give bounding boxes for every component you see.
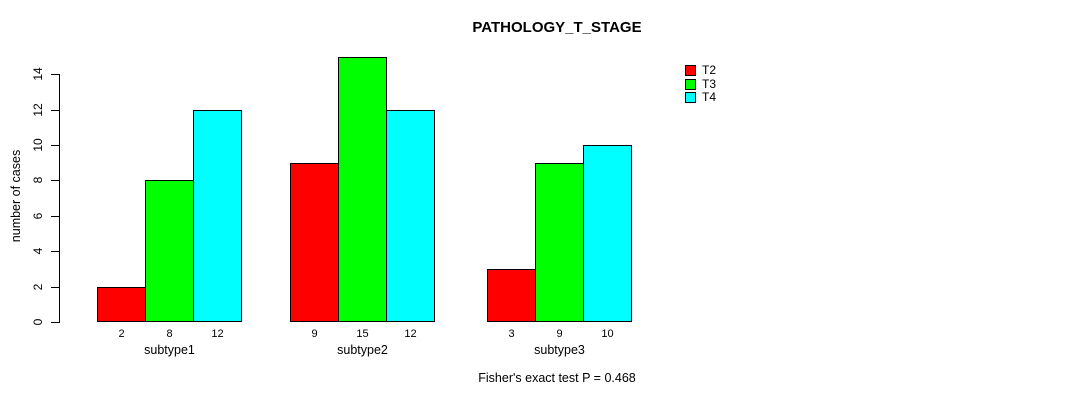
y-tick-label: 14 <box>31 67 45 81</box>
y-tick-mark <box>51 322 59 323</box>
bar-value-label: 3 <box>508 328 515 340</box>
chart-title: PATHOLOGY_T_STAGE <box>472 19 642 36</box>
legend-item-T3: T3 <box>685 76 717 92</box>
legend-label: T3 <box>702 76 717 91</box>
bar-T2-subtype3 <box>487 268 536 322</box>
bar-T4-subtype1 <box>193 109 242 322</box>
bar-T3-subtype2 <box>338 56 387 322</box>
y-tick-label: 8 <box>31 177 45 184</box>
bar-T4-subtype3 <box>583 145 632 322</box>
legend-label: T4 <box>702 90 717 105</box>
bar-value-label: 2 <box>118 328 125 340</box>
y-tick-label: 10 <box>31 138 45 152</box>
y-tick-mark <box>51 109 59 111</box>
bar-value-label: 15 <box>356 328 369 340</box>
y-tick-mark <box>51 74 59 76</box>
x-category-label: subtype2 <box>337 343 388 357</box>
bar-value-label: 12 <box>211 328 224 340</box>
y-tick-label: 12 <box>31 102 45 117</box>
legend: T2 T3 T4 <box>685 64 716 105</box>
x-category-label: subtype1 <box>144 343 195 357</box>
bar-value-label: 8 <box>166 328 173 340</box>
bar-T3-subtype1 <box>145 180 194 322</box>
bar-value-label: 10 <box>601 328 614 340</box>
bar-T2-subtype2 <box>290 162 339 322</box>
legend-item-T2: T2 <box>685 64 716 78</box>
x-category-label: subtype3 <box>534 343 585 357</box>
bar-T2-subtype1 <box>97 286 146 322</box>
bar-value-label: 9 <box>311 328 318 340</box>
y-axis-label: number of cases <box>9 149 23 243</box>
bar-value-label: 12 <box>404 328 417 340</box>
annotation-text: Fisher's exact test P = 0.468 <box>478 371 636 385</box>
y-tick-mark <box>51 286 59 288</box>
y-tick-mark <box>51 180 59 182</box>
bar-value-label: 9 <box>556 328 563 340</box>
y-axis-line <box>59 74 60 323</box>
legend-label: T2 <box>702 63 717 78</box>
y-tick-label: 2 <box>31 283 45 290</box>
y-tick-label: 0 <box>31 318 45 326</box>
y-tick-mark <box>51 145 59 146</box>
y-tick-mark <box>51 251 59 253</box>
y-tick-mark <box>51 215 59 217</box>
y-tick-label: 6 <box>31 212 45 220</box>
legend-swatch-T3 <box>685 78 696 90</box>
legend-item-T4: T4 <box>685 91 716 105</box>
bar-T4-subtype2 <box>386 109 435 322</box>
legend-swatch-T2 <box>685 65 696 77</box>
y-tick-label: 4 <box>31 247 45 255</box>
bar-T3-subtype3 <box>535 162 584 322</box>
legend-swatch-T4 <box>685 92 696 104</box>
